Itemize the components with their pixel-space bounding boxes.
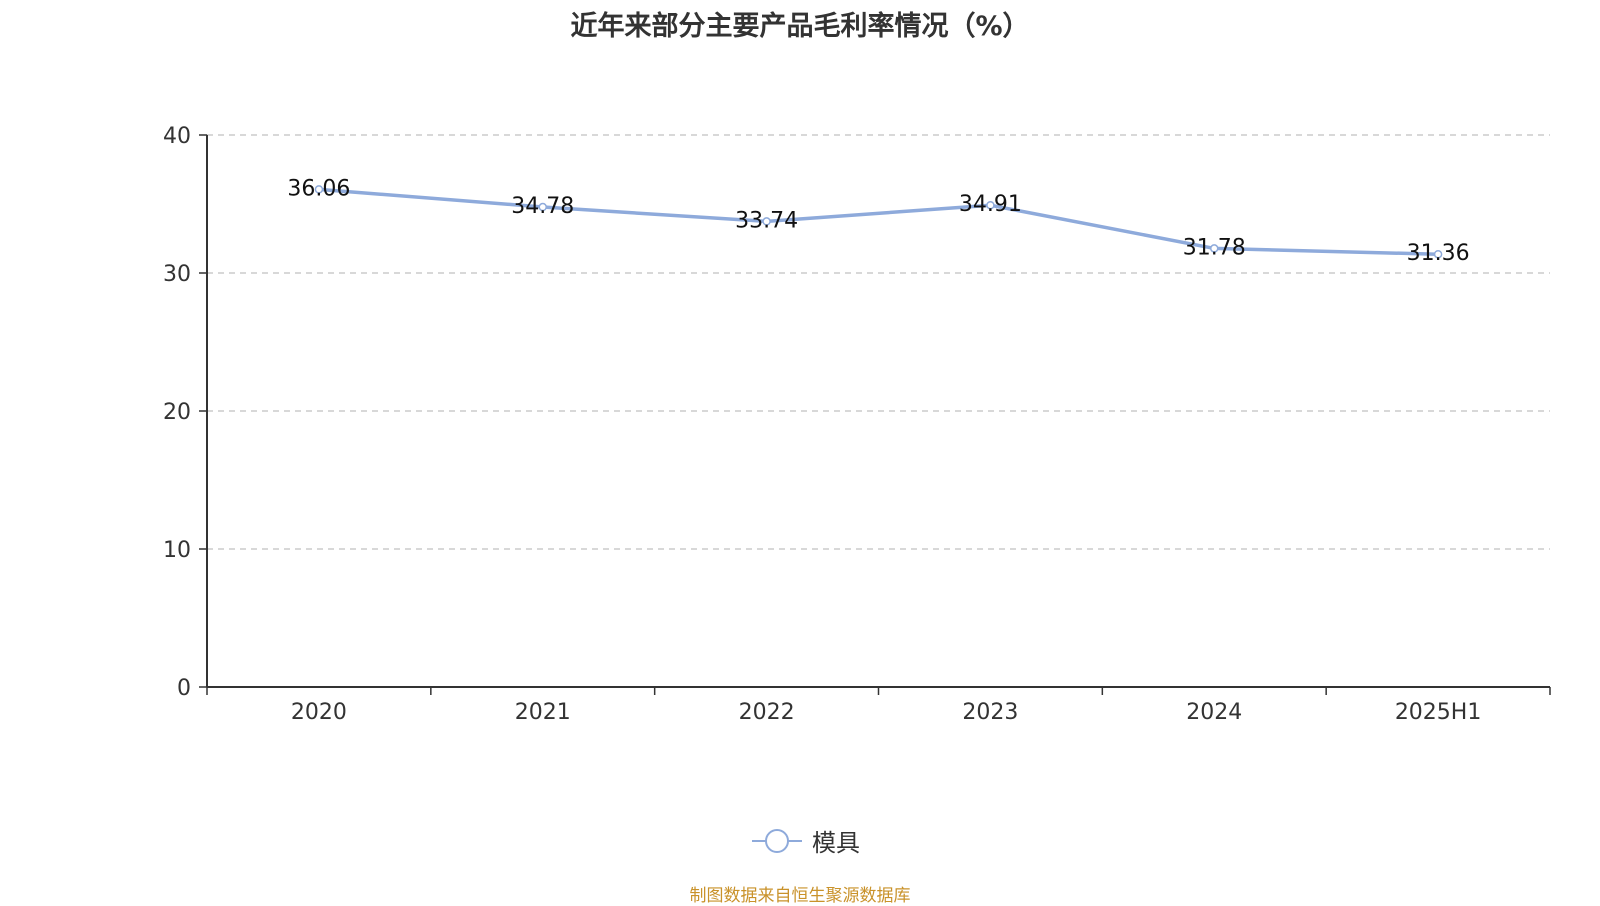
series-layer	[314, 185, 1443, 259]
data-label: 36.06	[287, 176, 350, 201]
grid-layer	[207, 134, 1550, 550]
data-point	[1433, 249, 1443, 259]
data-point	[986, 200, 995, 210]
legend-label: 模具	[812, 829, 860, 857]
axis-layer: 0 10 20 30 40 2020 2021 2022 2023 2024 2025H1	[163, 124, 1551, 725]
data-label: 34.78	[511, 194, 574, 219]
chart-title: 近年来部分主要产品毛利率情况（%）	[570, 11, 1030, 42]
data-point	[762, 217, 771, 226]
source-note: 制图数据来自恒生聚源数据库	[689, 886, 911, 906]
data-label: 33.74	[735, 208, 798, 233]
x-tick-label: 2022	[739, 700, 795, 725]
x-tick-label: 2023	[962, 700, 1018, 725]
data-label: 31.78	[1183, 235, 1246, 260]
data-label: 34.91	[959, 192, 1022, 217]
x-tick-label: 2025H1	[1395, 700, 1482, 725]
legend[interactable]: 模具	[752, 823, 860, 858]
y-tick-label: 0	[177, 676, 191, 701]
data-point	[314, 185, 324, 194]
y-tick-label: 40	[163, 124, 191, 149]
x-tick-label: 2024	[1186, 700, 1242, 725]
legend-line-circle-icon	[752, 828, 802, 853]
x-tick-label: 2020	[291, 700, 347, 725]
data-point	[538, 202, 547, 212]
y-tick-label: 30	[163, 262, 191, 287]
data-label: 31.36	[1407, 241, 1470, 266]
data-label-layer: 36.06 34.78 33.74 34.91 31.78 31.36	[287, 176, 1469, 266]
x-tick-label: 2021	[515, 700, 571, 725]
series-line	[318, 187, 1439, 256]
data-point	[1210, 244, 1219, 253]
y-tick-label: 20	[163, 400, 191, 425]
y-tick-label: 10	[163, 538, 191, 563]
